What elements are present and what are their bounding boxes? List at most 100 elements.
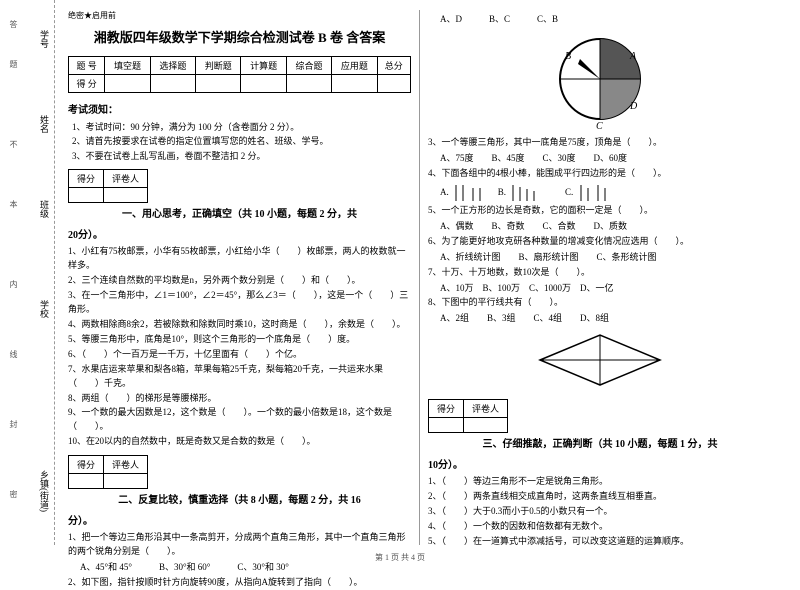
notice-title: 考试须知：: [68, 101, 411, 116]
question: 7、水果店运来苹果和梨各8箱，苹果每箱25千克，梨每箱20千克，一共运来水果（ …: [68, 363, 411, 391]
options: A、75度 B、45度 C、30度 D、60度: [440, 152, 772, 166]
options: A、偶数 B、奇数 C、合数 D、质数: [440, 220, 772, 234]
options: A、10万 B、100万 C、1000万 D、一亿: [440, 282, 772, 296]
question: 4、下面各组中的4根小棒，能围成平行四边形的是（ ）。: [428, 167, 772, 181]
section-2-title: 二、反复比较，慎重选择（共 8 小题，每题 2 分，共 16: [68, 491, 411, 506]
question: 6、为了能更好地攻克研各种数量的增减变化情况应选用（ ）。: [428, 235, 772, 249]
options: A、45°和 45° B、30°和 60° C、30°和 30°: [80, 561, 411, 575]
sticks-icon: [451, 183, 491, 203]
question: 2、三个连续自然数的平均数是n，另外两个数分别是（ ）和（ ）。: [68, 274, 411, 288]
binding-margin: 学号 姓名 班级 学校 乡镇(街道) 答 题 不 本 内 线 封 密: [0, 0, 55, 545]
td: 得 分: [69, 75, 105, 93]
right-column: A、D B、C C、B B A D C 3、一个等腰三角形，其中一底角是75度，…: [420, 10, 780, 545]
notice-list: 1、考试时间：90 分钟，满分为 100 分（含卷面分 2 分）。 2、请首先按…: [72, 120, 411, 163]
th: 综合题: [286, 57, 331, 75]
rhombus-figure: [428, 330, 772, 393]
th: 应用题: [332, 57, 377, 75]
options: A、折线统计图 B、扇形统计图 C、条形统计图: [440, 251, 772, 265]
question: 5、（ ）在一道算式中添减括号，可以改变这道题的运算顺序。: [428, 535, 772, 549]
question: 2、如下图，指针按顺时针方向旋转90度，从指向A旋转到了指向（ ）。: [68, 576, 411, 590]
notice-item: 1、考试时间：90 分钟，满分为 100 分（含卷面分 2 分）。: [72, 120, 411, 134]
question: 5、等腰三角形中，底角是10°，则这个三角形的一个底角是（ ）度。: [68, 333, 411, 347]
bind-mark: 线: [8, 350, 19, 358]
td: 评卷人: [464, 400, 508, 418]
bind-mark: 封: [8, 420, 19, 428]
spinner-icon: B A D C: [550, 29, 650, 129]
options: A、D B、C C、B: [440, 12, 772, 25]
question: 3、一个等腰三角形，其中一底角是75度，顶角是（ ）。: [428, 136, 772, 150]
question: 2、（ ）两条直线相交成直角时，这两条直线互相垂直。: [428, 490, 772, 504]
question-list-2b: 3、一个等腰三角形，其中一底角是75度，顶角是（ ）。 A、75度 B、45度 …: [428, 136, 772, 326]
bind-mark: 题: [8, 60, 19, 68]
options: A. B. C.: [440, 183, 772, 203]
table-row: 题 号 填空题 选择题 判断题 计算题 综合题 应用题 总分: [69, 57, 411, 75]
svg-text:C: C: [596, 121, 603, 129]
td: [105, 75, 150, 93]
question: 3、（ ）大于0.3而小于0.5的小数只有一个。: [428, 505, 772, 519]
bind-mark: 本: [8, 200, 19, 208]
th: 总分: [377, 57, 410, 75]
question: 10、在20以内的自然数中，既是奇数又是合数的数是（ ）。: [68, 435, 411, 449]
bind-label: 乡镇(街道): [38, 470, 51, 512]
parallelogram-icon: [520, 330, 680, 390]
question: 3、在一个三角形中，∠1＝100°，∠2＝45°，那么∠3＝（ ），这是一个（ …: [68, 289, 411, 317]
opt-label: A.: [440, 187, 449, 197]
question: 1、小红有75枚邮票，小华有55枚邮票，小红给小华（ ）枚邮票，两人的枚数就一样…: [68, 245, 411, 273]
page-content: 绝密★启用前 湘教版四年级数学下学期综合检测试卷 B 卷 含答案 题 号 填空题…: [0, 0, 800, 545]
question: 1、（ ）等边三角形不一定是锐角三角形。: [428, 475, 772, 489]
question-list-3: 1、（ ）等边三角形不一定是锐角三角形。 2、（ ）两条直线相交成直角时，这两条…: [428, 475, 772, 549]
score-summary-table: 题 号 填空题 选择题 判断题 计算题 综合题 应用题 总分 得 分: [68, 56, 411, 93]
confidential-tag: 绝密★启用前: [68, 10, 411, 21]
question: 8、下图中的平行线共有（ ）。: [428, 296, 772, 310]
question: 9、一个数的最大因数是12，这个数是（ ）。一个数的最小倍数是18，这个数是（ …: [68, 406, 411, 434]
th: 计算题: [241, 57, 286, 75]
table-row: 得 分: [69, 75, 411, 93]
td: 得分: [429, 400, 464, 418]
svg-text:B: B: [565, 51, 571, 62]
left-column: 绝密★启用前 湘教版四年级数学下学期综合检测试卷 B 卷 含答案 题 号 填空题…: [60, 10, 420, 545]
section-1-title: 一、用心思考，正确填空（共 10 小题，每题 2 分，共: [68, 205, 411, 220]
svg-text:A: A: [629, 51, 637, 62]
grader-table: 得分评卷人: [428, 399, 508, 433]
bind-label: 学号: [38, 30, 51, 48]
bind-label: 班级: [38, 200, 51, 218]
section-2-cont: 分）。: [68, 512, 411, 527]
question: 4、两数相除商8余2，若被除数和除数同时乘10，这时商是（ ），余数是（ ）。: [68, 318, 411, 332]
question: 5、一个正方形的边长是奇数，它的面积一定是（ ）。: [428, 204, 772, 218]
exam-title: 湘教版四年级数学下学期综合检测试卷 B 卷 含答案: [68, 27, 411, 46]
question: 4、（ ）一个数的因数和倍数都有无数个。: [428, 520, 772, 534]
th: 题 号: [69, 57, 105, 75]
opt-label: B.: [498, 187, 506, 197]
opt-label: C.: [565, 187, 573, 197]
notice-item: 2、请首先按要求在试卷的指定位置填写您的姓名、班级、学号。: [72, 134, 411, 148]
question: 8、两组（ ）的梯形是等腰梯形。: [68, 392, 411, 406]
section-3-cont: 10分）。: [428, 456, 772, 471]
bind-mark: 不: [8, 140, 19, 148]
td: 得分: [69, 456, 104, 474]
sticks-icon: [576, 183, 616, 203]
bind-label: 学校: [38, 300, 51, 318]
bind-mark: 密: [8, 490, 19, 498]
section-3-title: 三、仔细推敲，正确判断（共 10 小题，每题 1 分，共: [428, 435, 772, 450]
td: 得分: [69, 170, 104, 188]
notice-item: 3、不要在试卷上乱写乱画，卷面不整洁扣 2 分。: [72, 149, 411, 163]
grader-table: 得分评卷人: [68, 169, 148, 203]
th: 判断题: [196, 57, 241, 75]
th: 选择题: [150, 57, 195, 75]
options: A、2组 B、3组 C、4组 D、8组: [440, 312, 772, 326]
svg-text:D: D: [629, 101, 638, 112]
sticks-icon: [508, 183, 558, 203]
question: 7、十万、十万地数，数10次是（ ）。: [428, 266, 772, 280]
bind-label: 姓名: [38, 115, 51, 133]
question-list-1: 1、小红有75枚邮票，小华有55枚邮票，小红给小华（ ）枚邮票，两人的枚数就一样…: [68, 245, 411, 449]
grader-table: 得分评卷人: [68, 455, 148, 489]
page-footer: 第 1 页 共 4 页: [0, 552, 800, 563]
td: 评卷人: [104, 456, 148, 474]
section-1-cont: 20分）。: [68, 226, 411, 241]
question: 6、（ ）个一百万是一千万，十亿里面有（ ）个亿。: [68, 348, 411, 362]
td: 评卷人: [104, 170, 148, 188]
th: 填空题: [105, 57, 150, 75]
bind-mark: 答: [8, 20, 19, 28]
circle-figure: B A D C: [428, 29, 772, 132]
bind-mark: 内: [8, 280, 19, 288]
